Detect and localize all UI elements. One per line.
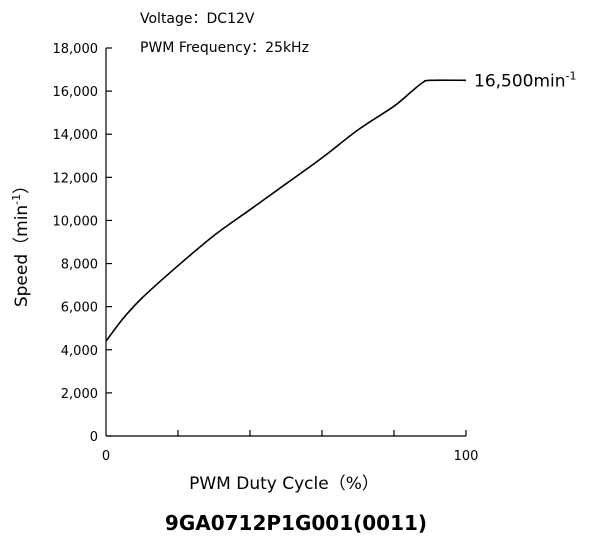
y-tick-label: 10,000 bbox=[53, 214, 99, 229]
max-speed-unit-superscript: -1 bbox=[566, 69, 577, 82]
y-axis-title-superscript: -1 bbox=[10, 194, 23, 205]
y-tick-label: 18,000 bbox=[53, 42, 99, 57]
y-tick-label: 8,000 bbox=[61, 258, 98, 273]
y-tick-label: 2,000 bbox=[61, 387, 98, 402]
y-tick-label: 0 bbox=[90, 430, 98, 445]
max-speed-value: 16,500min bbox=[474, 71, 566, 91]
y-axis-title-main: Speed（min bbox=[12, 205, 32, 307]
y-ticks: 0 2,000 4,000 6,000 8,000 10,000 12,000 14,000 1… bbox=[53, 42, 112, 445]
series-line bbox=[105, 79, 467, 342]
y-tick-label: 4,000 bbox=[61, 344, 98, 359]
model-number-label: 9GA0712P1G001(0011) bbox=[165, 511, 427, 535]
y-tick-label: 16,000 bbox=[53, 85, 99, 100]
condition-voltage: Voltage：DC12V bbox=[140, 11, 255, 27]
y-tick-label: 14,000 bbox=[53, 128, 99, 143]
x-ticks: 0 100 bbox=[102, 430, 479, 464]
x-axis-title: PWM Duty Cycle（%） bbox=[189, 474, 379, 494]
x-tick-label: 100 bbox=[454, 449, 479, 464]
x-tick-label: 0 bbox=[102, 449, 110, 464]
y-axis-title-close: ） bbox=[12, 177, 32, 194]
y-axis-title: Speed（min-1） bbox=[10, 177, 32, 307]
max-speed-annotation: 16,500min-1 bbox=[474, 69, 577, 91]
y-tick-label: 12,000 bbox=[53, 171, 99, 186]
y-tick-label: 6,000 bbox=[61, 301, 98, 316]
condition-pwm-frequency: PWM Frequency：25kHz bbox=[140, 40, 309, 56]
